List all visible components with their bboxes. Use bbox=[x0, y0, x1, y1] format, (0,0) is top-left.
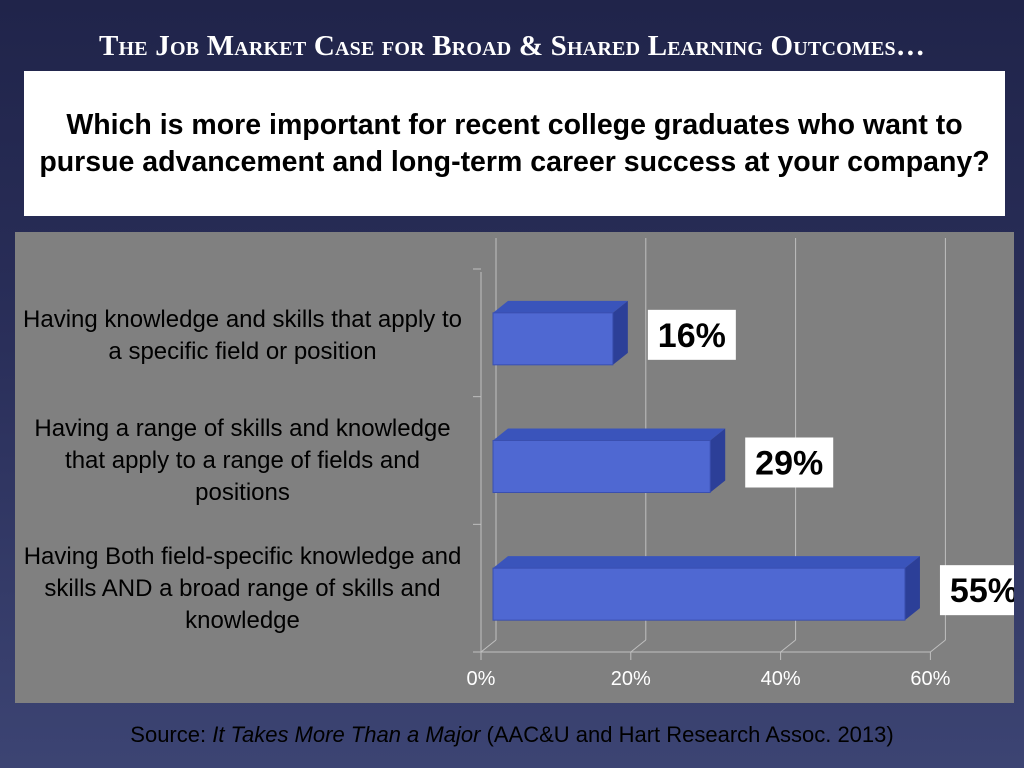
data-label: 29% bbox=[755, 445, 823, 483]
bar-top-face bbox=[493, 300, 628, 313]
category-label-broad-range: Having a range of skills and knowledge t… bbox=[34, 415, 451, 506]
source-publication: It Takes More Than a Major bbox=[212, 722, 481, 747]
bar-top-face bbox=[493, 556, 920, 569]
source-suffix: (AAC&U and Hart Research Assoc. 2013) bbox=[480, 722, 894, 747]
bar-top-face bbox=[493, 428, 726, 441]
survey-question: Which is more important for recent colle… bbox=[39, 108, 990, 178]
bar bbox=[492, 440, 711, 493]
floor-gridline bbox=[480, 639, 497, 653]
floor-gridline bbox=[930, 639, 946, 653]
bar-chart: 0% 20% 40% 60% 16% 29% 55% bbox=[467, 238, 1014, 690]
slide-title: The Job Market Case for Broad & Shared L… bbox=[98, 30, 926, 62]
source-citation: Source: It Takes More Than a Major (AAC&… bbox=[0, 722, 1024, 748]
bar-side-face bbox=[904, 556, 920, 621]
source-prefix: Source: bbox=[130, 722, 213, 747]
bar bbox=[492, 567, 906, 621]
bar bbox=[492, 312, 614, 366]
bar-side-face bbox=[612, 300, 628, 365]
data-label-box bbox=[647, 309, 736, 360]
x-tick-label: 60% bbox=[910, 668, 950, 690]
x-tick-label: 40% bbox=[761, 668, 801, 690]
chart-panel: Having knowledge and skills that apply t… bbox=[15, 232, 1014, 703]
question-box: Which is more important for recent colle… bbox=[24, 71, 1005, 216]
x-tick-label: 20% bbox=[611, 668, 651, 690]
bar-side-face bbox=[710, 428, 726, 493]
data-label: 55% bbox=[950, 572, 1014, 610]
data-label-box bbox=[745, 437, 834, 488]
floor-gridline bbox=[780, 639, 796, 653]
category-label-both: Having Both field-specific knowledge and… bbox=[23, 543, 462, 634]
data-label: 16% bbox=[658, 317, 726, 355]
floor-gridline bbox=[630, 639, 647, 653]
data-label-box bbox=[939, 565, 1014, 616]
x-tick-label: 0% bbox=[467, 668, 496, 690]
category-label-field-specific: Having knowledge and skills that apply t… bbox=[23, 306, 462, 365]
